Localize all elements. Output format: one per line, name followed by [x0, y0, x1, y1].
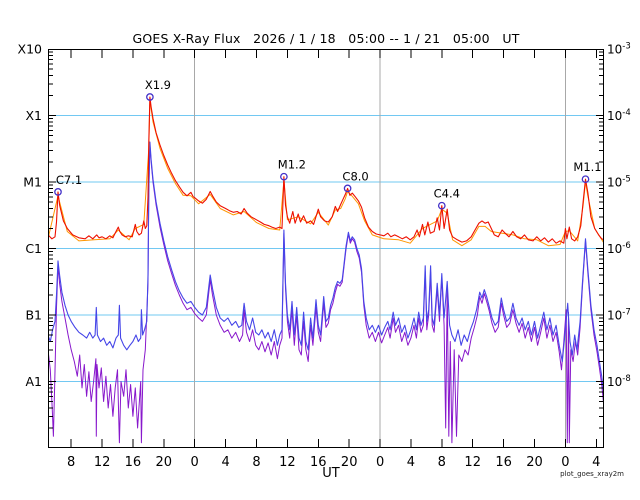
y-axis-label-right: 10-7: [607, 308, 631, 323]
flare-marker: [581, 175, 590, 184]
flare-label: C7.1: [56, 173, 82, 187]
axis-labels-layer: 8 12 16 20 0 4 8 12 16 20 0 4 8 12 16 20 0 4 X10 X1 M1 C1 B1 A1…: [18, 42, 631, 471]
flare-annotations-layer: C7.1 X1.9 M1.2 C8.0 C4.4 M1.1: [54, 78, 602, 210]
flare-label: C8.0: [342, 169, 368, 183]
x-tick-label: 8: [67, 455, 75, 470]
x-tick-label: 16: [310, 455, 327, 470]
flare-marker: [343, 184, 352, 193]
y-axis-label-left: C1: [25, 241, 42, 256]
flare-label: M1.2: [278, 158, 306, 172]
y-axis-label-left: X10: [18, 42, 43, 57]
series-short-secondary: [48, 144, 604, 444]
y-axis-label-left: M1: [23, 175, 42, 190]
flare-marker: [146, 93, 154, 101]
x-tick-label: 12: [94, 455, 111, 470]
flare-marker: [280, 172, 288, 181]
x-tick-label: 20: [526, 455, 543, 470]
y-axis-label-right: 10-8: [607, 374, 631, 389]
x-tick-label: 16: [495, 455, 512, 470]
flare-label: C4.4: [434, 187, 460, 201]
y-axis-label-right: 10-5: [607, 175, 631, 190]
x-tick-label: 0: [191, 455, 199, 470]
y-axis-label-right: 10-4: [607, 108, 631, 123]
flare-marker: [437, 201, 446, 210]
y-axis-label-right: 10-6: [607, 241, 631, 256]
x-tick-label: 4: [592, 455, 600, 470]
x-tick-label: 20: [341, 455, 358, 470]
x-tick-label: 4: [221, 455, 229, 470]
y-axis-label-left: A1: [25, 374, 42, 389]
flare-label: X1.9: [145, 78, 171, 92]
x-tick-label: 0: [376, 455, 384, 470]
y-axis-label-right: 10-3: [607, 42, 631, 57]
x-tick-label: 8: [438, 455, 446, 470]
flare-marker: [54, 188, 62, 196]
gridlines-layer: [49, 50, 603, 447]
x-axis-title: UT: [322, 466, 340, 481]
x-tick-label: 4: [407, 455, 415, 470]
x-tick-label: 16: [125, 455, 142, 470]
x-tick-label: 12: [279, 455, 296, 470]
series-long-secondary: [48, 99, 604, 247]
series-layer: [48, 96, 604, 444]
series-short-primary: [48, 141, 604, 397]
flare-label: M1.1: [573, 160, 601, 174]
plot-source-watermark: plot_goes_xray2m: [560, 470, 624, 478]
x-tick-label: 12: [464, 455, 481, 470]
axes-frame-layer: [48, 49, 604, 448]
chart-title: GOES X-Ray Flux 2026 / 1 / 18 05:00 -- 1…: [132, 31, 520, 46]
plot-frame: [48, 49, 604, 448]
series-long-primary: [48, 96, 604, 244]
x-tick-label: 0: [561, 455, 569, 470]
y-axis-label-left: B1: [25, 308, 42, 323]
x-tick-label: 8: [252, 455, 260, 470]
x-tick-label: 20: [156, 455, 173, 470]
y-axis-label-left: X1: [25, 108, 42, 123]
